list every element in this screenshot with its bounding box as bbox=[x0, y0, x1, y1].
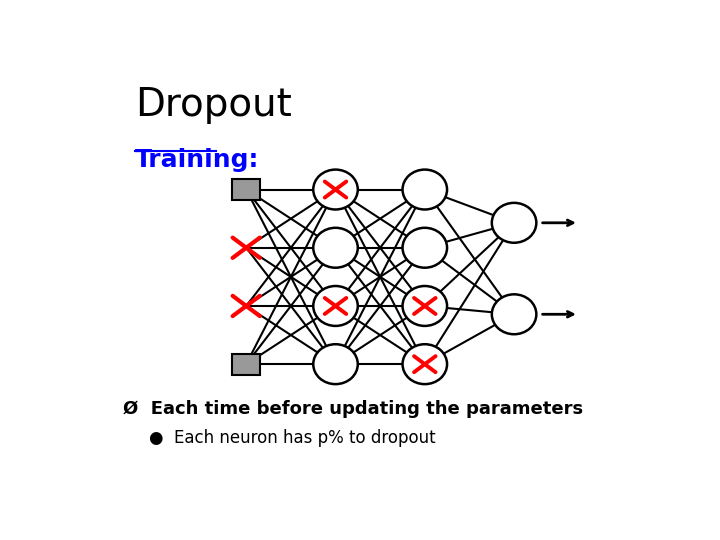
Text: Ø  Each time before updating the parameters: Ø Each time before updating the paramete… bbox=[124, 400, 584, 417]
Ellipse shape bbox=[402, 286, 447, 326]
Bar bbox=[233, 179, 260, 200]
Ellipse shape bbox=[402, 344, 447, 384]
Text: Dropout: Dropout bbox=[135, 85, 292, 124]
Ellipse shape bbox=[402, 170, 447, 210]
Ellipse shape bbox=[313, 344, 358, 384]
Text: ●  Each neuron has p% to dropout: ● Each neuron has p% to dropout bbox=[148, 429, 435, 447]
Ellipse shape bbox=[492, 294, 536, 334]
Ellipse shape bbox=[313, 286, 358, 326]
Ellipse shape bbox=[313, 228, 358, 268]
Text: Training:: Training: bbox=[135, 148, 259, 172]
Ellipse shape bbox=[402, 228, 447, 268]
Ellipse shape bbox=[313, 170, 358, 210]
Bar bbox=[233, 354, 260, 375]
Ellipse shape bbox=[492, 203, 536, 243]
